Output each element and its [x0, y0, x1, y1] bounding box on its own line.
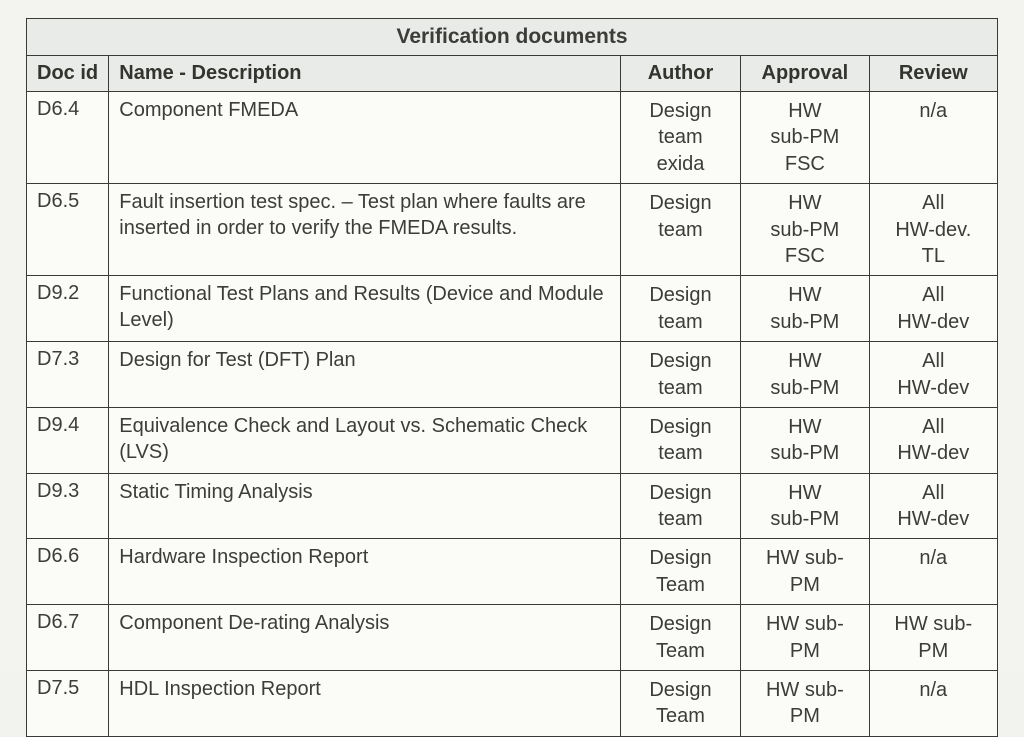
cell-name: Design for Test (DFT) Plan	[109, 342, 621, 408]
verification-documents-table: Verification documents Doc id Name - Des…	[26, 18, 998, 737]
col-approval: Approval	[741, 56, 869, 92]
cell-author: Designteam	[620, 473, 740, 539]
cell-author: Designteam	[620, 342, 740, 408]
cell-review: AllHW-dev	[869, 407, 997, 473]
cell-name: Static Timing Analysis	[109, 473, 621, 539]
table-row: D6.6Hardware Inspection ReportDesignTeam…	[27, 539, 998, 605]
cell-name: Component FMEDA	[109, 92, 621, 184]
table-body: D6.4Component FMEDADesignteamexidaHWsub-…	[27, 92, 998, 737]
cell-approval: HW sub-PM	[741, 671, 869, 737]
cell-author: Designteam	[620, 276, 740, 342]
table-title: Verification documents	[27, 19, 998, 56]
cell-doc-id: D7.5	[27, 671, 109, 737]
cell-review: HW sub-PM	[869, 605, 997, 671]
cell-approval: HW sub-PM	[741, 539, 869, 605]
cell-approval: HWsub-PM	[741, 473, 869, 539]
cell-doc-id: D9.3	[27, 473, 109, 539]
cell-doc-id: D6.4	[27, 92, 109, 184]
cell-name: Functional Test Plans and Results (Devic…	[109, 276, 621, 342]
col-author: Author	[620, 56, 740, 92]
cell-author: DesignTeam	[620, 539, 740, 605]
cell-review: n/a	[869, 671, 997, 737]
cell-review: AllHW-dev	[869, 342, 997, 408]
table-row: D7.3Design for Test (DFT) PlanDesignteam…	[27, 342, 998, 408]
cell-review: n/a	[869, 92, 997, 184]
table-row: D6.7Component De-rating AnalysisDesignTe…	[27, 605, 998, 671]
cell-doc-id: D6.5	[27, 184, 109, 276]
cell-review: AllHW-dev	[869, 276, 997, 342]
cell-approval: HWsub-PM	[741, 276, 869, 342]
table-row: D6.5Fault insertion test spec. – Test pl…	[27, 184, 998, 276]
cell-author: Designteamexida	[620, 92, 740, 184]
table-row: D9.2Functional Test Plans and Results (D…	[27, 276, 998, 342]
cell-doc-id: D7.3	[27, 342, 109, 408]
cell-author: DesignTeam	[620, 605, 740, 671]
cell-name: Hardware Inspection Report	[109, 539, 621, 605]
col-name: Name - Description	[109, 56, 621, 92]
table-row: D9.3Static Timing AnalysisDesignteamHWsu…	[27, 473, 998, 539]
cell-name: Equivalence Check and Layout vs. Schemat…	[109, 407, 621, 473]
cell-doc-id: D9.2	[27, 276, 109, 342]
cell-review: n/a	[869, 539, 997, 605]
cell-review: AllHW-dev	[869, 473, 997, 539]
cell-approval: HWsub-PMFSC	[741, 184, 869, 276]
cell-approval: HW sub-PM	[741, 605, 869, 671]
cell-doc-id: D6.6	[27, 539, 109, 605]
table-row: D7.5HDL Inspection ReportDesignTeamHW su…	[27, 671, 998, 737]
cell-name: HDL Inspection Report	[109, 671, 621, 737]
col-doc-id: Doc id	[27, 56, 109, 92]
cell-approval: HWsub-PM	[741, 342, 869, 408]
cell-author: Designteam	[620, 407, 740, 473]
cell-approval: HWsub-PMFSC	[741, 92, 869, 184]
page: Verification documents Doc id Name - Des…	[0, 0, 1024, 672]
table-row: D6.4Component FMEDADesignteamexidaHWsub-…	[27, 92, 998, 184]
cell-author: DesignTeam	[620, 671, 740, 737]
cell-review: AllHW-dev.TL	[869, 184, 997, 276]
cell-doc-id: D6.7	[27, 605, 109, 671]
cell-name: Fault insertion test spec. – Test plan w…	[109, 184, 621, 276]
cell-doc-id: D9.4	[27, 407, 109, 473]
cell-author: Designteam	[620, 184, 740, 276]
table-header-row: Doc id Name - Description Author Approva…	[27, 56, 998, 92]
cell-approval: HWsub-PM	[741, 407, 869, 473]
table-row: D9.4Equivalence Check and Layout vs. Sch…	[27, 407, 998, 473]
col-review: Review	[869, 56, 997, 92]
cell-name: Component De-rating Analysis	[109, 605, 621, 671]
